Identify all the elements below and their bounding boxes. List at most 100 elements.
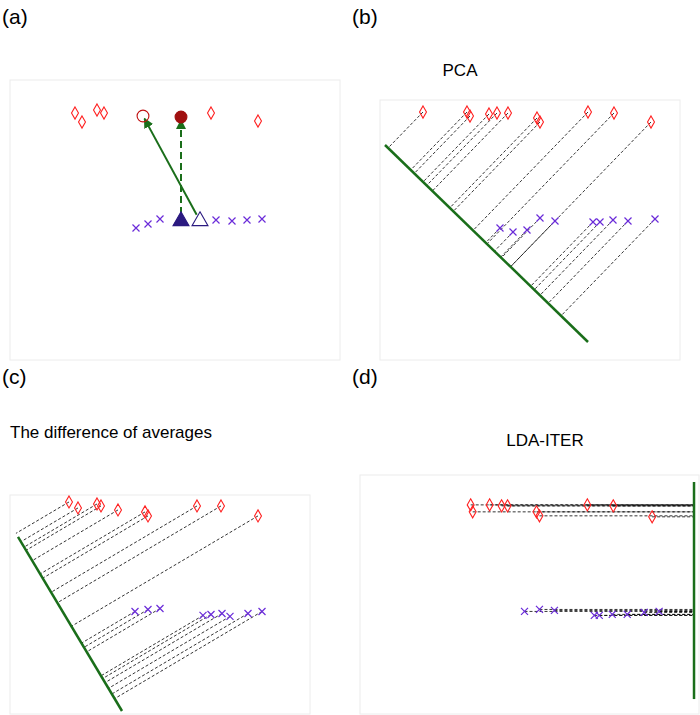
series [132,605,266,620]
point [420,106,427,118]
projection-dash [453,122,540,211]
projection-dash [540,220,613,295]
point [208,107,215,119]
point [213,217,220,224]
projection-dash [548,221,628,303]
point [133,225,140,232]
projection-dash [508,505,694,506]
projection-dash [71,516,258,626]
point [75,502,82,514]
projection-dash [501,230,527,257]
projection-dash [105,613,222,682]
plot-area [72,104,266,232]
point [609,611,616,618]
point [536,606,543,613]
projection-dash [501,218,540,258]
projection-dash [644,612,694,613]
point [218,500,225,512]
plot-area [16,496,266,711]
panel-label: (d) [352,365,378,388]
point [551,607,558,614]
point [536,510,543,522]
panel: (d)LDA-ITER [352,365,699,714]
point [259,608,266,615]
projection-dash [115,611,262,698]
point [137,110,149,122]
point [200,612,207,619]
arrow [180,120,182,214]
point [157,216,164,223]
arrow [144,119,196,215]
projection-dash [539,515,694,516]
point [132,608,139,615]
projection-dash [423,114,489,182]
point [624,611,631,618]
point [101,107,108,119]
point [524,227,531,234]
projection-dash [473,112,588,230]
series [497,215,659,236]
point [145,221,152,228]
projection-dash [490,504,694,505]
projection-dash [594,615,694,616]
figure: (a)(b)PCA(c)The difference of averages(d… [0,0,700,715]
series [137,110,149,122]
point [584,499,591,511]
point [157,605,164,612]
projection-dash [101,615,203,675]
panel-title: PCA [443,61,479,80]
projection-dash [473,511,694,512]
projection-dash [511,221,555,267]
plot-frame [10,80,340,360]
point [72,107,79,119]
series [521,606,663,619]
series [72,104,262,128]
projection-dash [561,219,655,316]
point [649,511,656,523]
projection-dash [414,116,470,173]
point [255,115,262,127]
projection-dash [388,112,423,148]
point [641,609,648,616]
point [486,108,493,120]
point [194,500,201,512]
projection-dash [108,616,230,688]
projection-dash [502,505,694,506]
point [648,116,655,128]
projection-dash [84,609,148,647]
projection-dash [613,505,694,506]
point [66,496,73,508]
point [497,225,504,232]
point [145,606,152,613]
projection-dash [612,614,694,615]
projection-dash [411,112,467,170]
panel-label: (a) [2,5,28,28]
point [192,212,208,226]
point [255,510,262,522]
panel: (a) [2,5,340,360]
series [420,106,655,128]
point [625,218,632,225]
panel: (b)PCA [352,5,680,360]
projection-dash [487,113,614,244]
plot-frame [10,495,310,714]
projection-dash [57,506,221,603]
projection-dash [539,609,694,610]
point [504,500,511,512]
projection-line [18,537,122,711]
projection-dash [87,608,160,651]
point [229,218,236,225]
point [537,215,544,222]
point [585,106,592,118]
point [208,611,215,618]
point [537,116,544,128]
point [145,510,152,522]
point [505,107,512,119]
projection-dash [536,511,694,512]
series [66,496,262,522]
series [467,499,655,523]
series [192,212,208,226]
series [173,212,189,226]
plot-frame [360,475,699,714]
series [133,216,266,232]
